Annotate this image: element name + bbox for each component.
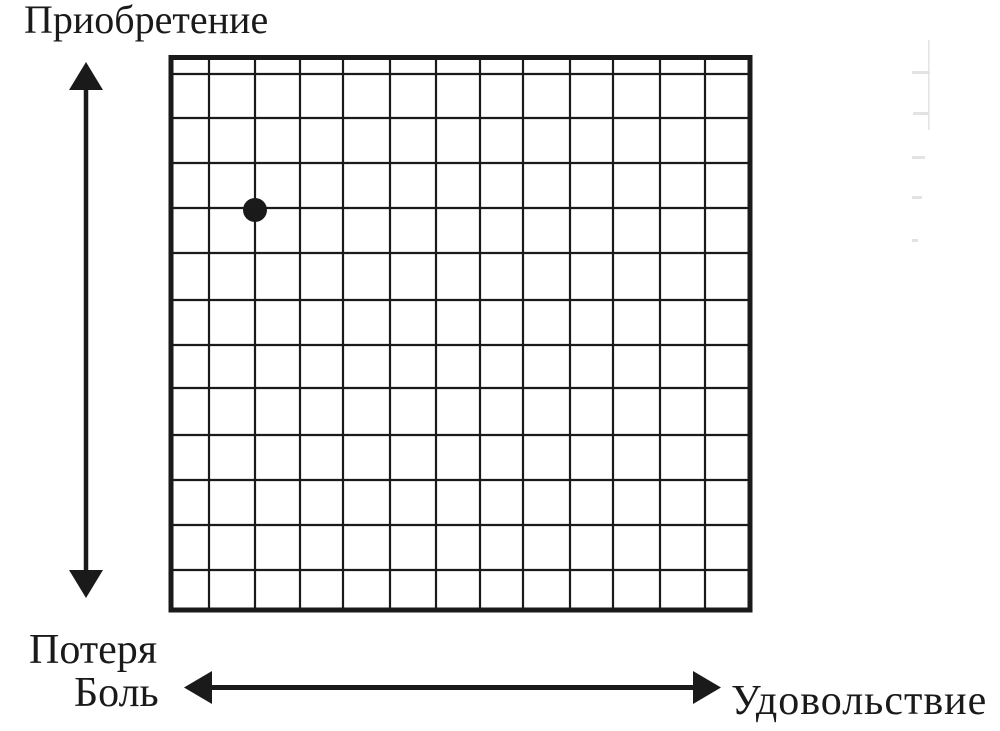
axis-label-acquisition: Приобретение — [24, 0, 269, 42]
grid-lines — [171, 57, 750, 610]
axis-label-pleasure: Удовольствие — [731, 678, 988, 724]
scan-artifacts — [912, 40, 930, 242]
grid-border — [168, 55, 753, 613]
vertical-axis-arrow — [69, 62, 103, 598]
plotted-point — [243, 198, 267, 222]
axis-label-pain: Боль — [74, 670, 159, 716]
axis-label-loss: Потеря — [29, 627, 158, 673]
horizontal-axis-arrow — [184, 671, 721, 704]
